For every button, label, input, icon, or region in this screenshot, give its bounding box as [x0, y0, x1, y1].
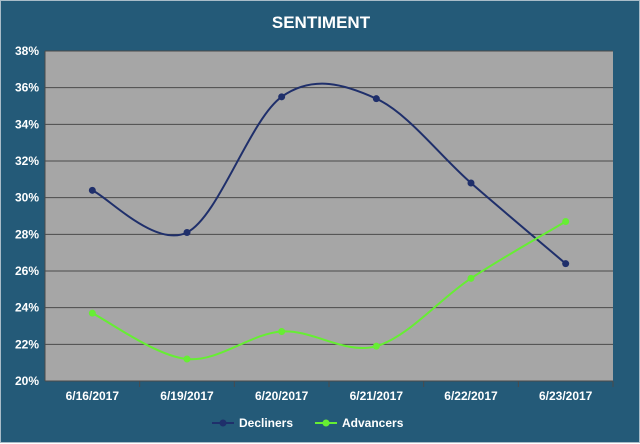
x-tick-label: 6/16/2017 [66, 389, 120, 403]
plot-area [45, 51, 613, 381]
data-point-advancers [372, 342, 380, 350]
x-tick-label: 6/23/2017 [539, 389, 593, 403]
data-point-advancers [562, 218, 570, 225]
x-tick-label: 6/19/2017 [160, 389, 214, 403]
legend-label-decliners: Decliners [239, 416, 293, 430]
data-point-decliners [183, 229, 191, 236]
y-tick-label: 38% [15, 44, 39, 58]
series-line-advancers [91, 220, 567, 361]
y-tick-label: 36% [15, 81, 39, 95]
data-point-decliners [372, 95, 380, 103]
y-tick-label: 32% [15, 154, 39, 168]
chart-title: SENTIMENT [272, 13, 371, 32]
y-tick-label: 34% [15, 117, 39, 131]
x-tick-label: 6/21/2017 [350, 389, 404, 403]
data-point-advancers [88, 309, 96, 317]
data-point-decliners [88, 186, 96, 194]
y-tick-label: 30% [15, 191, 39, 205]
x-tick-label: 6/20/2017 [255, 389, 309, 403]
data-point-decliners [467, 179, 475, 187]
y-tick-label: 22% [15, 337, 39, 351]
data-point-advancers [183, 355, 191, 363]
legend-marker-advancers [322, 419, 330, 427]
data-point-advancers [278, 328, 286, 335]
legend-label-advancers: Advancers [342, 416, 404, 430]
data-point-decliners [278, 93, 286, 101]
y-tick-label: 20% [15, 374, 39, 388]
y-tick-label: 28% [15, 227, 39, 241]
series-line-decliners [91, 82, 567, 265]
data-point-decliners [562, 260, 570, 268]
data-point-advancers [467, 274, 475, 282]
x-tick-label: 6/22/2017 [444, 389, 498, 403]
legend-marker-decliners [219, 419, 227, 427]
y-tick-label: 26% [15, 264, 39, 278]
y-tick-label: 24% [15, 301, 39, 315]
